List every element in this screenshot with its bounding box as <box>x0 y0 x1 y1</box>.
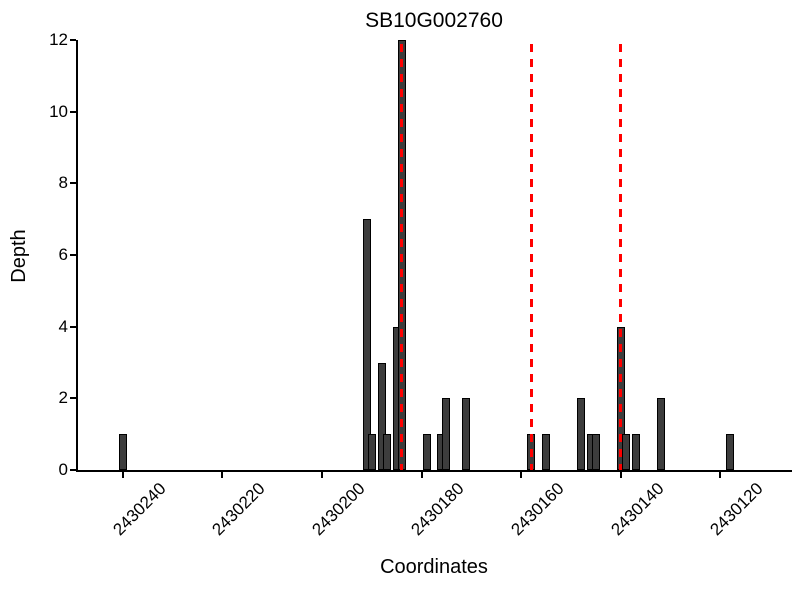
bar <box>367 434 376 470</box>
bar <box>591 434 600 470</box>
x-tick-label: 2430120 <box>706 479 767 540</box>
chart-title: SB10G002760 <box>365 9 503 32</box>
marker-line <box>400 44 404 470</box>
y-tick <box>70 397 76 400</box>
y-tick <box>70 182 76 185</box>
bar <box>382 434 391 470</box>
x-tick <box>221 472 224 478</box>
bar <box>631 434 640 470</box>
x-tick <box>121 472 124 478</box>
y-tick-label: 6 <box>58 245 68 264</box>
x-tick-label: 2430240 <box>109 479 170 540</box>
y-tick-label: 0 <box>58 460 68 479</box>
x-tick-label: 2430220 <box>208 479 269 540</box>
x-tick-label: 2430160 <box>507 479 568 540</box>
bar <box>542 434 551 470</box>
x-tick-label: 2430180 <box>407 479 468 540</box>
y-tick-label: 12 <box>49 30 68 49</box>
y-tick <box>70 325 76 328</box>
y-tick <box>70 469 76 471</box>
bar <box>656 398 665 470</box>
bar <box>576 398 585 470</box>
y-tick-label: 2 <box>58 388 68 408</box>
marker-line <box>529 44 533 470</box>
bar <box>442 398 451 470</box>
bar <box>422 434 431 470</box>
x-tick <box>320 472 323 478</box>
bar <box>462 398 471 470</box>
x-tick-label: 2430200 <box>308 479 369 540</box>
marker-line <box>619 44 623 470</box>
x-axis-spine <box>76 470 792 472</box>
bar <box>377 362 386 470</box>
x-tick <box>420 472 423 478</box>
x-tick <box>520 472 523 478</box>
y-tick <box>70 39 76 41</box>
y-axis-spine <box>76 40 78 472</box>
y-tick <box>70 254 76 256</box>
x-tick <box>719 472 722 478</box>
y-tick-label: 4 <box>58 316 68 336</box>
bar <box>362 219 371 470</box>
y-tick-label: 10 <box>49 101 68 121</box>
x-tick-label: 2430140 <box>606 479 668 540</box>
bar <box>118 434 127 470</box>
bar <box>621 434 630 470</box>
x-axis-label: Coordinates <box>380 556 488 578</box>
y-tick-label: 8 <box>58 173 68 193</box>
bar <box>726 434 735 470</box>
y-tick <box>70 110 76 113</box>
x-tick <box>619 472 622 478</box>
